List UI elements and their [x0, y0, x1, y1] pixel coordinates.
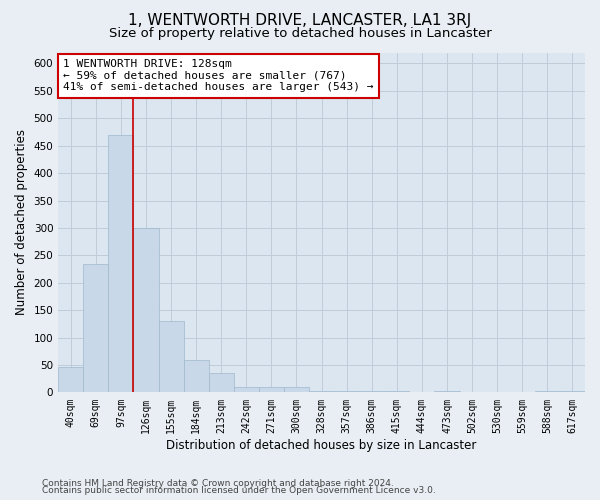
Bar [133, 228, 158, 392]
Text: Size of property relative to detached houses in Lancaster: Size of property relative to detached ho… [109, 28, 491, 40]
Bar [209, 374, 234, 392]
Text: Contains HM Land Registry data © Crown copyright and database right 2024.: Contains HM Land Registry data © Crown c… [42, 478, 394, 488]
Bar [259, 387, 284, 392]
Y-axis label: Number of detached properties: Number of detached properties [15, 130, 28, 316]
Text: 1, WENTWORTH DRIVE, LANCASTER, LA1 3RJ: 1, WENTWORTH DRIVE, LANCASTER, LA1 3RJ [128, 12, 472, 28]
Bar [234, 387, 259, 392]
Bar [58, 366, 83, 392]
Bar [284, 387, 309, 392]
Bar [83, 264, 109, 392]
X-axis label: Distribution of detached houses by size in Lancaster: Distribution of detached houses by size … [166, 440, 477, 452]
Bar [184, 360, 209, 392]
Text: Contains public sector information licensed under the Open Government Licence v3: Contains public sector information licen… [42, 486, 436, 495]
Bar [158, 321, 184, 392]
Bar [109, 134, 133, 392]
Text: 1 WENTWORTH DRIVE: 128sqm
← 59% of detached houses are smaller (767)
41% of semi: 1 WENTWORTH DRIVE: 128sqm ← 59% of detac… [64, 60, 374, 92]
